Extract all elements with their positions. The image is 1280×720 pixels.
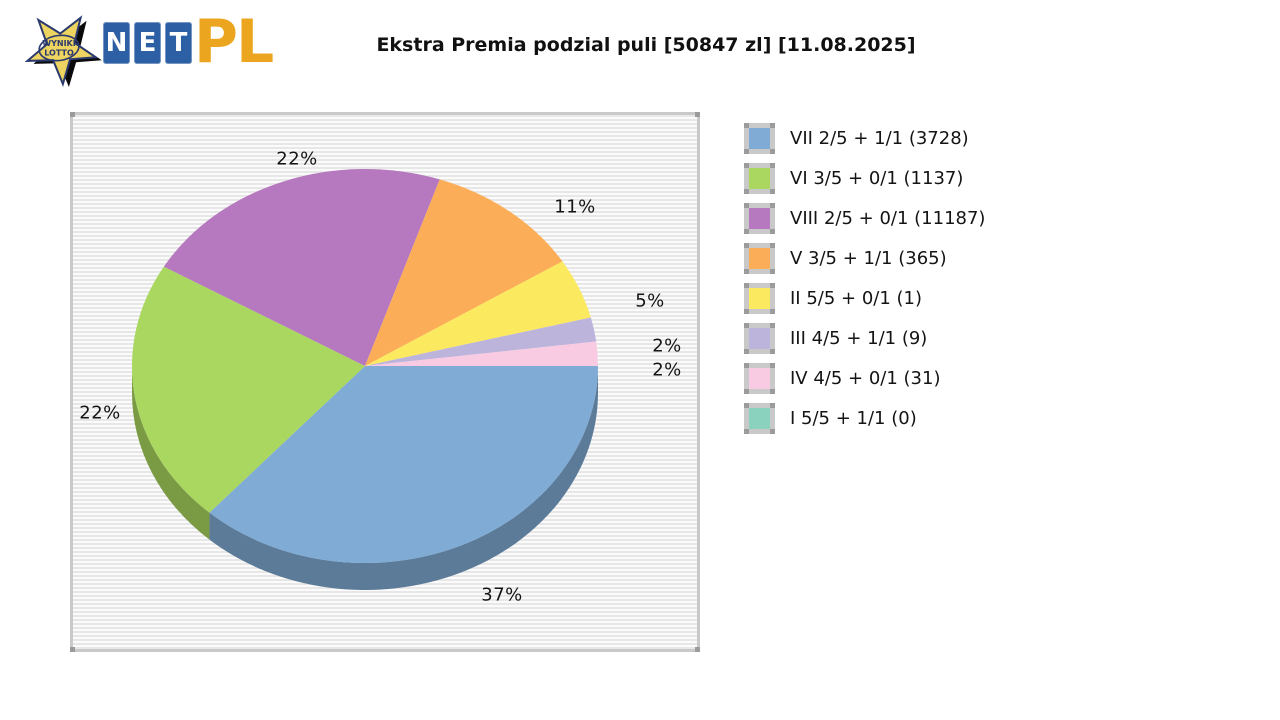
legend-label-0: VII 2/5 + 1/1 (3728)	[790, 128, 969, 149]
star-text-line1: WYNIKI	[42, 39, 75, 48]
legend-label-6: IV 4/5 + 0/1 (31)	[790, 368, 941, 389]
logo-pl-text: PL	[194, 7, 274, 77]
legend-row-3: V 3/5 + 1/1 (365)	[744, 243, 985, 274]
pie-percent-label-3: 11%	[554, 196, 596, 218]
legend-row-1: VI 3/5 + 0/1 (1137)	[744, 163, 985, 194]
pie-rim-1	[132, 366, 210, 540]
pie-percent-label-4: 5%	[635, 290, 665, 312]
legend-row-6: IV 4/5 + 0/1 (31)	[744, 363, 985, 394]
legend-swatch-3	[744, 243, 775, 274]
legend-swatch-5	[744, 323, 775, 354]
star-oval-outline	[38, 34, 80, 62]
legend-label-7: I 5/5 + 1/1 (0)	[790, 408, 917, 429]
legend-swatch-2	[744, 203, 775, 234]
pie-slice-3	[365, 179, 563, 366]
legend-row-7: I 5/5 + 1/1 (0)	[744, 403, 985, 434]
legend-swatch-7	[744, 403, 775, 434]
pie-rim-0	[209, 366, 598, 590]
legend-label-5: III 4/5 + 1/1 (9)	[790, 328, 928, 349]
pie-percent-label-1: 22%	[79, 402, 121, 424]
star-icon	[24, 15, 99, 88]
star-text-line2: LOTTO	[44, 49, 74, 58]
pie-chart-svg	[132, 169, 598, 590]
logo-tile-t: T	[165, 22, 192, 64]
logo-tile-e: E	[134, 22, 161, 64]
legend-row-4: II 5/5 + 0/1 (1)	[744, 283, 985, 314]
pie-slice-4	[365, 261, 591, 366]
legend-label-2: VIII 2/5 + 0/1 (11187)	[790, 208, 986, 229]
legend-swatch-4	[744, 283, 775, 314]
legend-row-5: III 4/5 + 1/1 (9)	[744, 323, 985, 354]
chart-legend: VII 2/5 + 1/1 (3728) VI 3/5 + 0/1 (1137) V…	[744, 123, 985, 443]
legend-label-1: VI 3/5 + 0/1 (1137)	[790, 168, 964, 189]
lotto-star-icon: WYNIKI LOTTO	[24, 15, 102, 88]
pie-slice-5	[365, 317, 597, 366]
chart-title: Ekstra Premia podzial puli [50847 zl] [1…	[376, 34, 916, 56]
pie-percent-label-5: 2%	[652, 335, 682, 357]
pie-slice-1	[132, 266, 365, 513]
pie-slice-2	[163, 169, 440, 366]
wynikilotto-net-pl-logo: WYNIKI LOTTO N E T PL	[14, 6, 284, 88]
logo-tile-n: N	[103, 22, 130, 64]
legend-row-2: VIII 2/5 + 0/1 (11187)	[744, 203, 985, 234]
pie-slice-0	[209, 366, 598, 563]
pie-percent-label-2: 22%	[276, 148, 318, 170]
legend-swatch-0	[744, 123, 775, 154]
pie-chart-panel: 37% 22% 22% 11% 5% 2% 2%	[70, 112, 700, 652]
pie-slice-6	[365, 341, 598, 366]
legend-row-0: VII 2/5 + 1/1 (3728)	[744, 123, 985, 154]
pie-percent-label-0: 37%	[481, 584, 523, 606]
legend-label-4: II 5/5 + 0/1 (1)	[790, 288, 923, 309]
pie-percent-label-6: 2%	[652, 359, 682, 381]
legend-label-3: V 3/5 + 1/1 (365)	[790, 248, 947, 269]
legend-swatch-6	[744, 363, 775, 394]
legend-swatch-1	[744, 163, 775, 194]
